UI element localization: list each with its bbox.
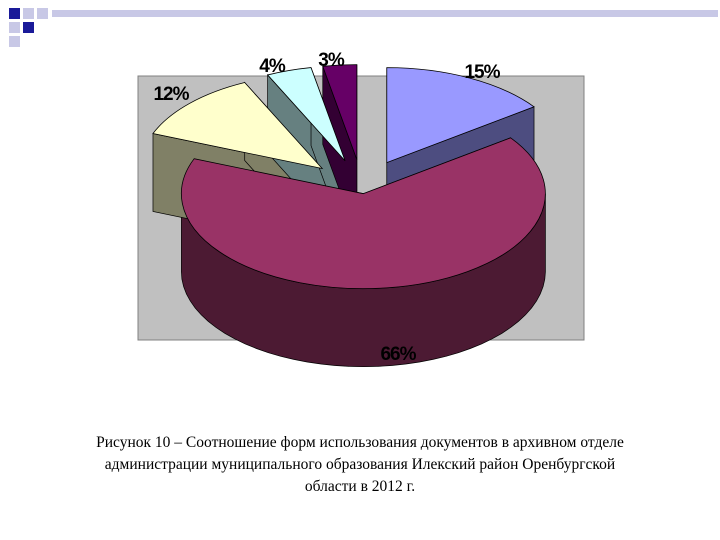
slice-top-0: [386, 67, 535, 164]
header-decoration: [9, 8, 718, 47]
decor-square-5: [9, 36, 20, 47]
decor-square-3: [9, 22, 20, 33]
figure-caption: Рисунок 10 – Соотношение форм использова…: [40, 432, 680, 498]
slice-top-2: [152, 82, 324, 170]
slice-label-4: 3%: [318, 50, 345, 71]
slice-tops: [152, 64, 546, 290]
slice-labels: 15% 66% 12% 4% 3%: [153, 50, 501, 365]
slice-label-3: 4%: [259, 56, 286, 77]
slice-label-1: 66%: [380, 344, 416, 365]
slice-top-4: [322, 64, 358, 160]
slice-label-0: 15%: [464, 62, 500, 83]
decor-square-2: [37, 8, 48, 19]
decor-bar: [52, 10, 718, 17]
decor-square-0: [9, 8, 20, 19]
slice-label-2: 12%: [153, 84, 189, 105]
pie-chart: 15% 66% 12% 4% 3%: [137, 50, 585, 368]
slice-top-1: [180, 137, 546, 290]
caption-line-1: Рисунок 10 – Соотношение форм использова…: [96, 434, 624, 451]
decor-square-4: [23, 22, 34, 33]
caption-line-3: области в 2012 г.: [304, 478, 416, 495]
decor-square-1: [23, 8, 34, 19]
caption-line-2: администрации муниципального образования…: [104, 456, 616, 473]
slice-top-3: [266, 67, 346, 162]
